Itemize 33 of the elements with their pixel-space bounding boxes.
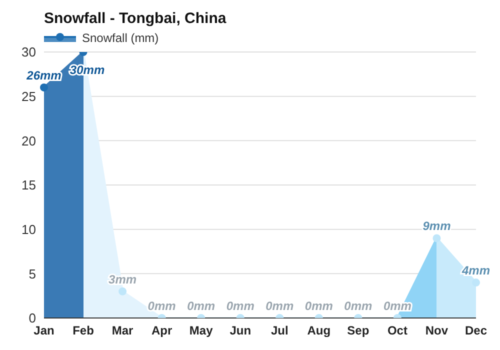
x-tick-label: Jun [230, 324, 252, 338]
data-label: 0mm [266, 299, 294, 313]
x-tick-label: May [189, 324, 214, 338]
point [472, 278, 480, 287]
data-label: 4mm [460, 264, 490, 278]
data-label: 0mm [344, 299, 373, 313]
x-tick-label: Aug [307, 324, 331, 338]
data-label: 0mm [187, 299, 216, 313]
y-tick-label: 10 [22, 222, 36, 237]
y-tick-label: 15 [22, 178, 36, 193]
x-tick-label: Apr [151, 324, 172, 338]
y-tick-label: 5 [28, 266, 36, 282]
point [432, 234, 441, 242]
data-label: 9mm [422, 219, 452, 234]
data-label: 3mm [108, 272, 137, 286]
data-label: 0mm [226, 299, 255, 313]
x-tick-label: Jul [270, 324, 288, 338]
x-tick-label: Oct [387, 324, 408, 338]
point [118, 287, 127, 296]
x-tick-label: Sep [347, 324, 370, 338]
y-tick-label: 30 [22, 44, 36, 60]
chart-title: Snowfall - Tongbai, China [44, 9, 228, 29]
data-label: 0mm [304, 299, 334, 313]
data-label: 0mm [148, 299, 176, 313]
x-tick-label: Feb [72, 324, 94, 338]
y-tick-label: 0 [28, 310, 36, 326]
x-tick-label: Jan [34, 324, 54, 338]
y-tick-label: 25 [22, 88, 36, 104]
x-tick-label: Nov [425, 324, 448, 338]
legend-label: Snowfall (mm) [82, 31, 159, 45]
y-tick-label: 20 [22, 133, 36, 148]
x-tick-label: Dec [464, 324, 488, 338]
x-tick-label: Mar [112, 324, 134, 338]
